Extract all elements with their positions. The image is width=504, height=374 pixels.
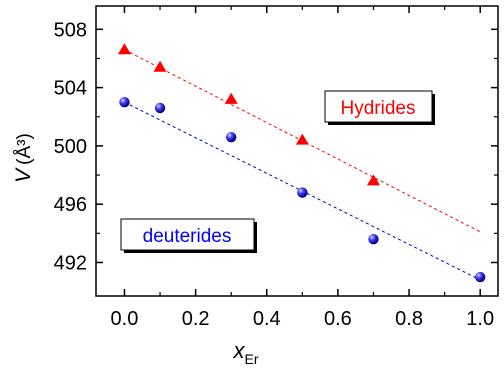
axis-ticks: 0.0 0.2 0.4 0.6 0.8 1.0 492 496 500 504 508	[54, 6, 498, 330]
legend-box-frame	[324, 90, 433, 123]
y-tick-label: 508	[54, 19, 87, 41]
plot-frame-border	[95, 5, 499, 297]
data-points	[117, 43, 486, 283]
x-tick-label: 0.8	[395, 308, 423, 330]
y-axis-title: V (Å³)	[12, 133, 35, 183]
data-point-hydrides	[224, 92, 238, 104]
x-tick-label: 0.0	[111, 308, 139, 330]
legend-label-hydrides: Hydrides	[341, 98, 416, 119]
y-tick-label: 496	[54, 194, 87, 216]
x-axis-symbol: x	[233, 338, 246, 363]
y-tick-label: 500	[54, 136, 87, 158]
data-point-deuterides	[154, 102, 166, 114]
y-tick-label: 504	[54, 78, 87, 100]
y-tick-label: 492	[54, 252, 87, 274]
x-axis-subscript: Er	[245, 351, 259, 367]
legend-box-frame	[120, 218, 255, 251]
data-point-deuterides	[119, 96, 130, 108]
legend-box-hydrides: Hydrides	[324, 90, 435, 125]
data-point-hydrides	[366, 174, 380, 186]
legend-box-deuterides: deuterides	[120, 218, 257, 253]
x-tick-label: 0.4	[253, 308, 281, 330]
data-point-deuterides	[475, 271, 486, 283]
x-tick-label: 0.6	[324, 308, 352, 330]
y-axis-symbol: V	[12, 167, 35, 183]
data-point-deuterides	[297, 187, 308, 198]
data-point-hydrides	[153, 60, 167, 72]
x-tick-label: 1.0	[466, 308, 494, 330]
plot-frame	[95, 5, 499, 297]
x-tick-label: 0.2	[182, 308, 210, 330]
data-point-hydrides	[117, 43, 131, 55]
data-point-hydrides	[295, 133, 309, 145]
data-point-deuterides	[368, 233, 379, 245]
legend-label-deuterides: deuterides	[143, 226, 232, 247]
x-axis-title: xEr	[233, 338, 259, 367]
data-point-deuterides	[225, 131, 237, 143]
y-axis-unit: (Å³)	[14, 133, 35, 165]
